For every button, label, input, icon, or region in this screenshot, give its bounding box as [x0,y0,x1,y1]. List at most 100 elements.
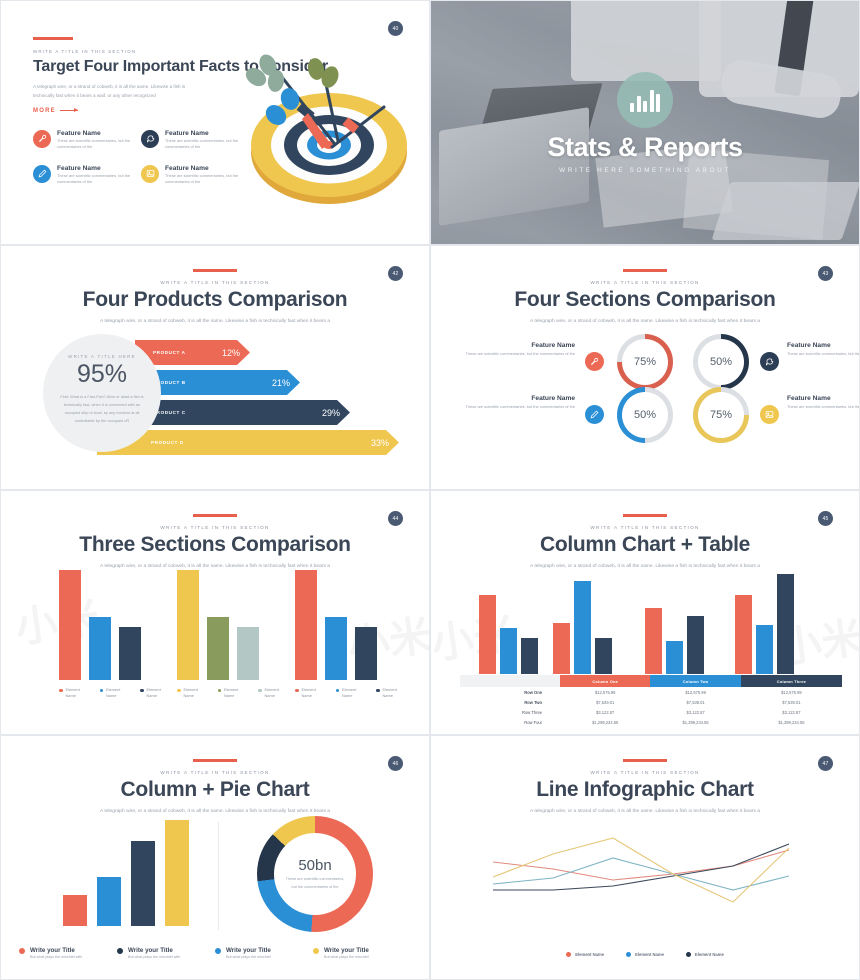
bar[interactable] [574,581,591,674]
cell: $7,539.01 [686,699,705,705]
slide-four-sections-comparison[interactable]: 43 WRITE A TITLE IN THIS SECTION Four Se… [430,245,860,490]
line-legend: Element Name Element Name Element Name [435,952,855,957]
bar[interactable] [59,570,81,680]
table-row[interactable]: Row Four $1,299,234.55 $1,299,234.55 $1,… [460,718,842,728]
feature-item[interactable]: Feature Name These are scientific commen… [463,342,575,357]
progress-rings-chart: Feature Name These are scientific commen… [435,252,859,483]
bar[interactable] [777,574,794,674]
legend-item[interactable]: Write your Title But what plays the misc… [313,947,411,959]
bar[interactable] [553,623,570,674]
bar[interactable] [479,595,496,674]
bar[interactable] [595,638,612,674]
legend-desc: But what plays the mischief with [30,955,83,959]
slide-line-infographic-chart[interactable]: 47 WRITE A TITLE IN THIS SECTION Line In… [430,735,860,980]
legend-desc: But what plays the mischief [226,955,271,959]
feature-item[interactable]: Feature Name These are scientific commen… [787,395,859,410]
bar-row[interactable]: PRODUCT A 12% [135,340,415,365]
accent-rule [33,37,73,40]
legend-item[interactable]: Write your Title But what plays the misc… [215,947,313,959]
table-row[interactable]: Row Three $3,122.87 $3,122.87 $3,122.87 [460,707,842,717]
donut-value: 50bn [298,857,332,875]
bar-value: 29% [321,407,340,418]
cell: $7,539.01 [782,699,801,705]
bar[interactable] [237,627,259,680]
bar[interactable] [325,617,347,680]
ring-75-red[interactable]: 75% [617,334,673,390]
pie-legend: Write your Title But what plays the misc… [19,946,411,959]
feature-name: Feature Name [57,164,101,172]
legend-label: Element Name [575,952,605,957]
table-row[interactable]: Row One $12,575.99 $12,575.99 $12,575.99 [460,687,842,697]
arrow-right-icon [59,108,78,113]
slide-column-pie-chart[interactable]: 46 WRITE A TITLE IN THIS SECTION Column … [0,735,430,980]
bar[interactable] [207,617,229,680]
legend-item[interactable]: Element Name [566,952,604,957]
legend-label: Element Name [342,687,357,698]
table-header-col1: Column One [560,675,651,687]
slide-column-chart-table[interactable]: 45 WRITE A TITLE IN THIS SECTION Column … [430,490,860,735]
row-label: Row Three [522,709,542,715]
bar[interactable] [131,841,155,926]
legend-item[interactable]: Write your Title But what plays the misc… [19,946,117,959]
ring-50-navy[interactable]: 50% [693,334,749,390]
page-badge: 47 [818,756,833,771]
bar[interactable] [165,820,189,926]
page-title: Four Sections Comparison [514,287,776,311]
legend-label: Element Name [264,687,279,698]
slide-target-four-facts[interactable]: 40 WRITE A TITLE IN THIS SECTION Target … [0,0,430,245]
page-badge: 42 [388,266,403,281]
page-badge: 44 [388,511,403,526]
bar[interactable] [89,617,111,680]
feature-item[interactable]: Feature Name These are scientific commen… [33,164,141,186]
bar[interactable] [756,625,773,674]
legend-group-one: Element Name Element Name Element Name [59,687,169,698]
more-link[interactable]: MORE [33,108,425,114]
bar-label: PRODUCT A [153,350,186,355]
bar[interactable] [645,608,662,674]
table-header-col2: Column Two [650,675,741,687]
table-row[interactable]: Row Two $7,539.01 $7,539.01 $7,539.01 [460,697,842,707]
bar-row[interactable]: PRODUCT C 29% [135,400,415,425]
ring-75-yellow[interactable]: 75% [693,387,749,443]
donut-chart[interactable]: 50bn These are scientific commentaries, … [257,816,373,932]
chat-bubble-icon [141,129,159,148]
legend-item[interactable]: Element Name [626,952,664,957]
bar[interactable] [355,627,377,680]
feature-item[interactable]: Feature Name These are scientific commen… [33,129,141,151]
bar[interactable] [97,877,121,926]
legend-title: Write your Title [30,946,75,954]
highlight-circle: WRITE A TITLE HERE 95% First: What is a … [43,334,161,452]
bar[interactable] [666,641,683,674]
bar[interactable] [521,638,538,674]
page-subtitle: A telegraph wire, or a strand of cobweb,… [100,318,330,324]
feature-name: Feature Name [787,342,831,349]
data-table[interactable]: Column One Column Two Column Three Row O… [460,675,842,728]
line-chart[interactable] [493,824,793,924]
bar[interactable] [295,570,317,680]
bar[interactable] [687,616,704,674]
bar-row[interactable]: PRODUCT D 33% [97,430,415,455]
bar-group-one [59,570,141,680]
bar-row[interactable]: PRODUCT B 21% [135,370,415,395]
legend-item[interactable]: Write your Title But what plays the misc… [117,947,215,959]
feature-desc: These are scientific commentaries, but t… [57,137,131,150]
slide-three-sections-comparison[interactable]: 44 WRITE A TITLE IN THIS SECTION Three S… [0,490,430,735]
ring-50-blue[interactable]: 50% [617,387,673,443]
legend-item[interactable]: Element Name [685,952,724,957]
bar[interactable] [63,895,87,926]
page-subtitle: A telegraph wire, or a strand of cobweb,… [530,318,760,324]
slide-stats-and-reports[interactable]: Stats & Reports WRITE HERE SOMETHING ABO… [430,0,860,245]
legend-label: Element Name [694,952,724,957]
cell: $1,299,234.55 [682,720,709,726]
bar[interactable] [735,595,752,674]
feature-item[interactable]: Feature Name These are scientific commen… [787,342,859,357]
feature-item[interactable]: Feature Name These are scientific commen… [141,164,249,186]
feature-item[interactable]: Feature Name These are scientific commen… [463,395,575,410]
feature-item[interactable]: Feature Name These are scientific commen… [141,129,249,151]
slide-four-products-comparison[interactable]: 42 WRITE A TITLE IN THIS SECTION Four Pr… [0,245,430,490]
bar[interactable] [119,627,141,680]
bar[interactable] [500,628,517,674]
bar[interactable] [177,570,199,680]
row-label: Row Two [524,699,542,705]
